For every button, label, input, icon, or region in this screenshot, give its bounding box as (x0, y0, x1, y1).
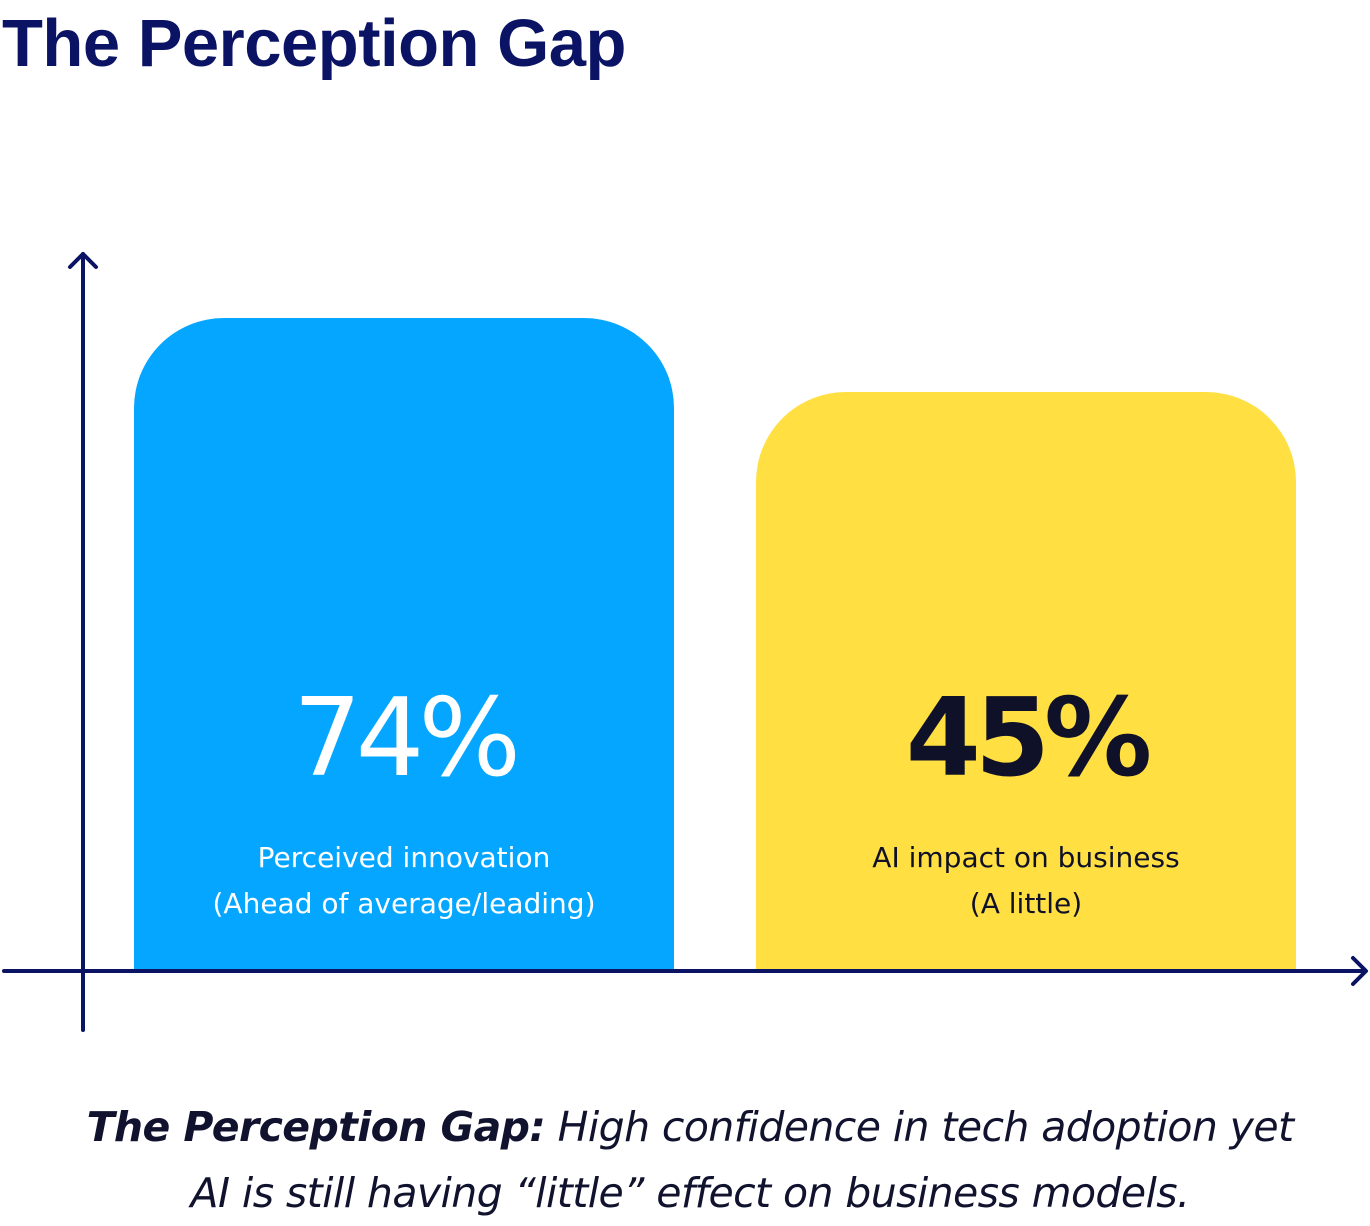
caption-bold-lead: The Perception Gap: (86, 1103, 546, 1151)
bar-value: 74% (292, 676, 521, 801)
chart-title: The Perception Gap (2, 6, 626, 81)
caption-line1-text: High confidence in tech adoption yet (545, 1103, 1294, 1151)
y-axis-arrow-icon (68, 252, 98, 269)
chart-caption: The Perception Gap: High confidence in t… (0, 1094, 1370, 1226)
bar-label-line1: AI impact on business (872, 841, 1180, 874)
bar-label-line1: Perceived innovation (257, 841, 551, 874)
bar-value: 45% (905, 676, 1153, 801)
x-axis-arrow-icon (1351, 956, 1368, 986)
bar-perceived-innovation: 74% Perceived innovation (Ahead of avera… (134, 318, 674, 969)
bar-label-line2: (A little) (969, 887, 1083, 920)
bar-label-line2: (Ahead of average/leading) (212, 887, 596, 920)
bar-ai-impact: 45% AI impact on business (A little) (756, 392, 1296, 969)
caption-line1: The Perception Gap: High confidence in t… (0, 1094, 1370, 1160)
caption-line2: AI is still having “little” effect on bu… (190, 1169, 1191, 1217)
